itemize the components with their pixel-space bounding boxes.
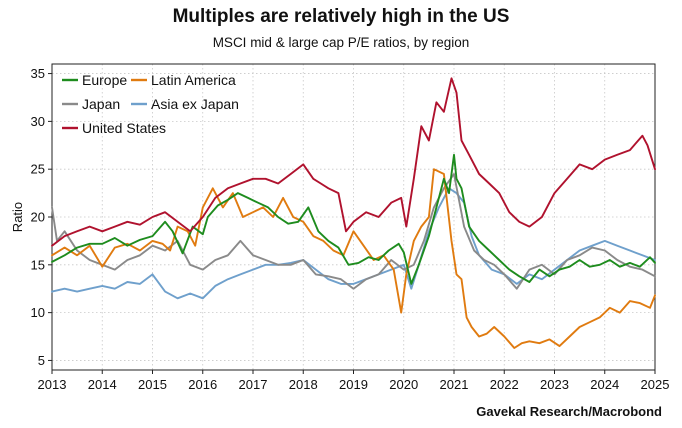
legend-entry: Latin America	[151, 72, 236, 88]
series-line-japan	[51, 173, 656, 290]
series-lines	[51, 77, 656, 349]
legend-entry: Europe	[82, 72, 127, 88]
legend-entry: Asia ex Japan	[151, 96, 239, 112]
x-tick-label: 2024	[590, 377, 619, 392]
x-tick-label: 2025	[641, 377, 670, 392]
series-line-latin-america	[51, 168, 656, 349]
x-tick-label: 2017	[239, 377, 268, 392]
x-tick-label: 2013	[38, 377, 67, 392]
x-tick-label: 2020	[389, 377, 418, 392]
legend-entry: United States	[82, 120, 166, 136]
x-tick-label: 2019	[339, 377, 368, 392]
y-tick-label: 20	[31, 210, 45, 225]
y-tick-label: 15	[31, 257, 45, 272]
chart-subtitle: MSCI mid & large cap P/E ratios, by regi…	[212, 35, 470, 50]
chart-title: Multiples are relatively high in the US	[172, 6, 510, 27]
x-tick-label: 2016	[188, 377, 217, 392]
x-tick-label: 2015	[138, 377, 167, 392]
x-tick-label: 2023	[540, 377, 569, 392]
source-credit: Gavekal Research/Macrobond	[476, 404, 662, 419]
y-tick-label: 30	[31, 114, 45, 129]
x-tick-label: 2021	[440, 377, 469, 392]
x-tick-label: 2014	[88, 377, 117, 392]
y-tick-label: 10	[31, 305, 45, 320]
y-axis-label: Ratio	[10, 202, 25, 232]
series-line-united-states	[51, 77, 656, 247]
y-tick-label: 25	[31, 162, 45, 177]
legend-entry: Japan	[82, 96, 120, 112]
y-tick-label: 35	[31, 66, 45, 81]
x-tick-label: 2018	[289, 377, 318, 392]
legend: Europe Latin America Japan Asia ex Japan Uni…	[62, 72, 239, 136]
series-line-europe	[51, 153, 656, 285]
chart-grid	[51, 64, 656, 370]
x-tick-label: 2022	[490, 377, 519, 392]
y-tick-label: 5	[38, 353, 45, 368]
